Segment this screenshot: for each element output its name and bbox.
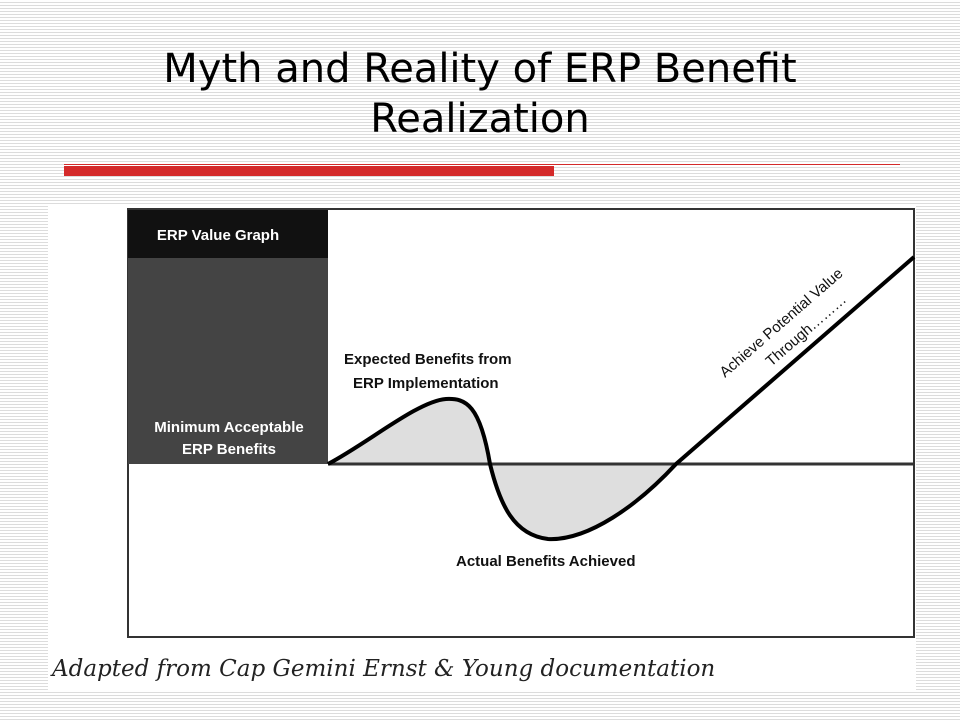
header-band	[128, 210, 328, 258]
source-caption: Adapted from Cap Gemini Ernst & Young do…	[52, 656, 716, 682]
actual-benefits-label: Actual Benefits Achieved	[456, 553, 636, 570]
actual-benefits-area	[490, 464, 676, 540]
header-label: ERP Value Graph	[157, 227, 279, 244]
baseline-label-line1: Minimum Acceptable	[154, 419, 303, 436]
expected-benefits-label-line2: ERP Implementation	[353, 375, 499, 392]
baseline-label-line2: ERP Benefits	[182, 441, 276, 458]
erp-value-graph-figure: ERP Value Graph Minimum Acceptable ERP B…	[48, 205, 916, 691]
erp-value-graph: ERP Value Graph Minimum Acceptable ERP B…	[127, 208, 916, 638]
title-underline-thin	[64, 164, 900, 165]
expected-benefits-area	[328, 398, 490, 464]
value-curve	[327, 255, 916, 542]
title-underline-thick	[64, 166, 554, 176]
expected-benefits-label-line1: Expected Benefits from	[344, 351, 512, 368]
slide-title: Myth and Reality of ERP Benefit Realizat…	[163, 46, 797, 142]
